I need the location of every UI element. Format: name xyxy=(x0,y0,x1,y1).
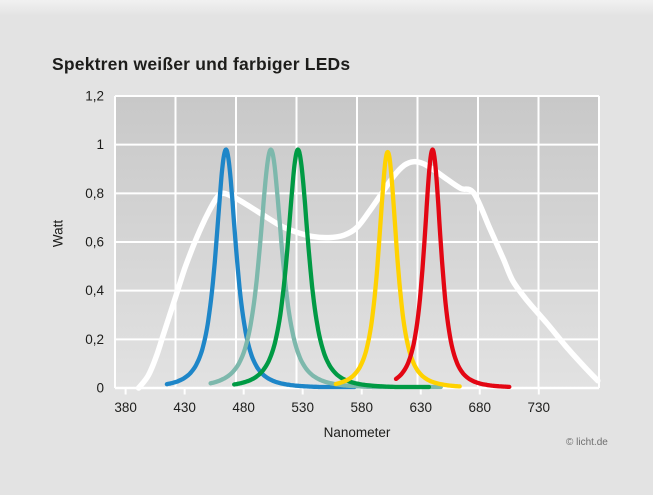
y-tick-label: 0,2 xyxy=(85,332,104,347)
x-tick-label: 530 xyxy=(291,400,314,415)
x-axis-label: Nanometer xyxy=(323,425,391,440)
y-tick-label: 0,6 xyxy=(85,235,104,250)
y-tick-label: 0 xyxy=(96,381,104,396)
x-axis-ticks: 380 430 480 530 580 630 680 730 xyxy=(114,388,550,415)
y-tick-label: 0,4 xyxy=(85,283,104,298)
x-tick-label: 680 xyxy=(469,400,492,415)
copyright-credit: © licht.de xyxy=(566,437,608,448)
y-tick-label: 1,2 xyxy=(85,89,104,104)
series-curve-red-LED xyxy=(393,147,512,390)
y-axis-label: Watt xyxy=(50,219,66,248)
y-axis-tick-labels: 0 0,2 0,4 0,6 0,8 1 1,2 xyxy=(85,89,104,396)
y-tick-label: 1 xyxy=(96,137,104,152)
series-curve-yellow-LED xyxy=(333,149,462,389)
series-curve-green-LED xyxy=(232,147,432,390)
x-tick-label: 580 xyxy=(350,400,373,415)
x-tick-label: 730 xyxy=(528,400,551,415)
chart-title: Spektren weißer und farbiger LEDs xyxy=(52,54,351,74)
x-tick-label: 380 xyxy=(114,400,137,415)
x-tick-label: 630 xyxy=(409,400,432,415)
series-curve-white-LED xyxy=(135,158,601,391)
x-tick-label: 430 xyxy=(173,400,196,415)
x-tick-label: 480 xyxy=(232,400,255,415)
spectral-curves xyxy=(135,147,601,391)
y-tick-label: 0,8 xyxy=(85,186,104,201)
